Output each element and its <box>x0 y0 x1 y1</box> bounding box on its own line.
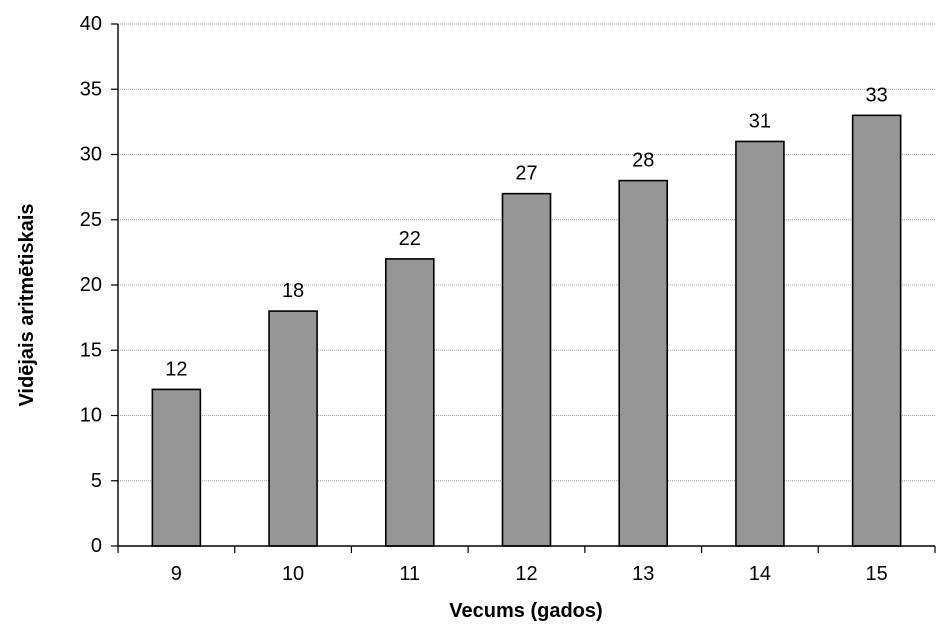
data-label-10: 18 <box>282 280 304 302</box>
data-label-9: 12 <box>165 358 187 380</box>
data-label-14: 31 <box>749 110 771 132</box>
y-tick-label: 35 <box>80 78 102 100</box>
bars <box>151 114 902 547</box>
x-axis-title: Vecums (gados) <box>449 600 602 622</box>
bar-13 <box>618 179 669 547</box>
x-tick-label: 13 <box>632 563 654 585</box>
x-tick-label: 10 <box>282 563 304 585</box>
y-tick-label: 10 <box>80 405 102 427</box>
data-label-12: 27 <box>515 163 537 185</box>
data-label-13: 28 <box>632 150 654 172</box>
y-tick-label: 25 <box>80 209 102 231</box>
axes <box>111 23 936 553</box>
bar-14 <box>735 140 785 547</box>
y-tick-label: 0 <box>91 535 102 557</box>
x-tick-label: 9 <box>171 563 182 585</box>
bar-10 <box>268 310 318 547</box>
x-tick-label: 11 <box>399 563 420 585</box>
x-tick-labels: 9 10 11 12 13 14 15 <box>171 563 888 585</box>
data-labels: 12 18 22 27 28 31 33 <box>165 84 888 380</box>
x-tick-label: 12 <box>515 563 537 585</box>
data-label-15: 33 <box>866 84 888 106</box>
x-tick-label: 14 <box>749 563 771 585</box>
x-tick-label: 15 <box>866 563 888 585</box>
y-tick-labels: 0 5 10 15 20 25 30 35 40 <box>80 13 102 557</box>
data-label-11: 22 <box>399 228 421 250</box>
y-axis-title: Vidējais aritmētiskais <box>16 203 38 406</box>
y-tick-label: 20 <box>80 274 102 296</box>
bar-9 <box>151 388 202 547</box>
y-tick-label: 40 <box>80 13 102 35</box>
y-tick-label: 30 <box>80 144 102 166</box>
bar-11 <box>384 258 435 547</box>
y-tick-label: 5 <box>91 470 102 492</box>
bar-15 <box>851 114 902 547</box>
y-tick-label: 15 <box>80 339 102 361</box>
bar-12 <box>501 192 552 547</box>
